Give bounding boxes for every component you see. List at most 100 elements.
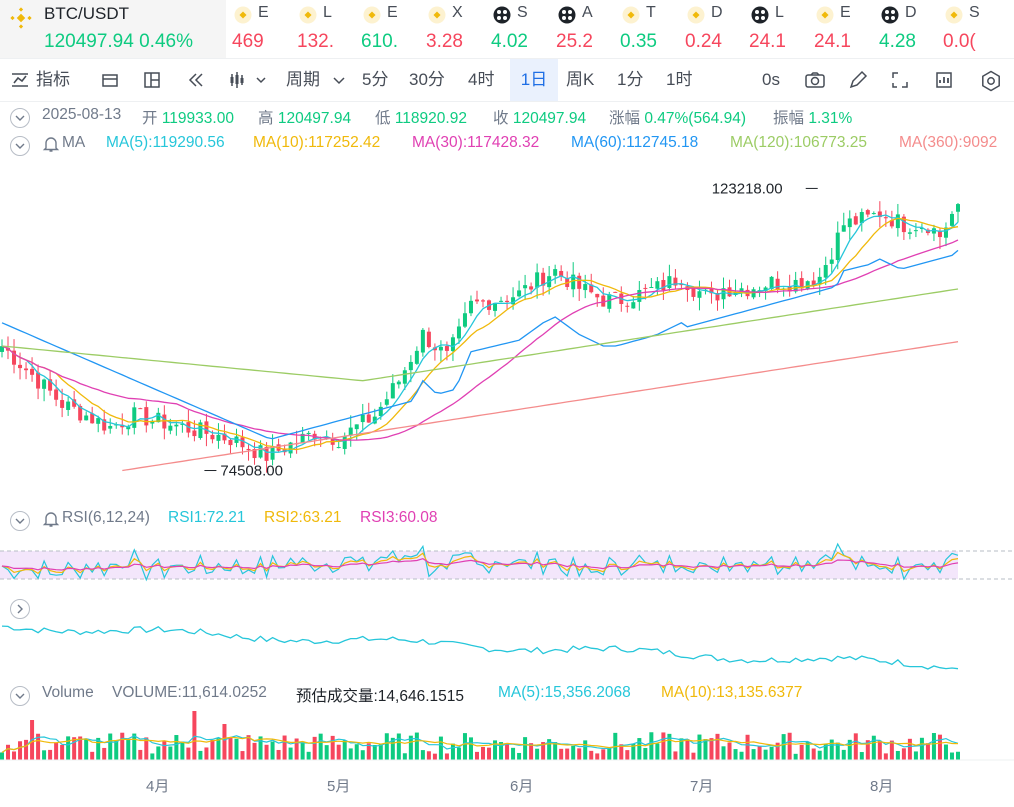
collapse-toggle[interactable]: [10, 686, 30, 706]
volume-bar: [715, 733, 720, 760]
interval-tab[interactable]: 4时: [468, 70, 495, 89]
volume-bar: [120, 732, 125, 760]
volume-bar: [222, 724, 227, 760]
candle-body: [865, 210, 870, 215]
volume-value: VOLUME:11,614.0252: [112, 684, 267, 701]
candle-body: [661, 280, 666, 291]
rsi1-value: RSI1:72.21: [168, 509, 246, 526]
ma30-line: [1, 239, 959, 441]
ticker-item[interactable]: X 3.28: [420, 0, 486, 58]
alpha-icon: [881, 6, 899, 29]
indicators-button[interactable]: 指标: [10, 59, 70, 101]
ma5-line: [1, 214, 959, 453]
volume-bar: [625, 750, 630, 760]
candle-body: [949, 213, 954, 226]
candle-body: [264, 446, 269, 461]
ticker-item[interactable]: E 610.: [355, 0, 421, 58]
volume-bar: [54, 742, 59, 760]
candle-body: [943, 227, 948, 238]
candle-body: [763, 287, 768, 291]
volume-bar: [342, 740, 347, 760]
candle-body: [595, 293, 600, 298]
volume-bar: [787, 732, 792, 760]
volume-bar: [372, 744, 377, 760]
volume-bar: [649, 732, 654, 760]
rsi3-value: RSI3:60.08: [360, 509, 438, 526]
volume-bar: [0, 752, 4, 760]
volume-bar: [474, 751, 479, 760]
ma30-value: MA(30):117428.32: [412, 134, 540, 151]
ticker-item[interactable]: L 24.1: [743, 0, 809, 58]
volume-bar: [487, 747, 492, 760]
volume-bar: [24, 739, 29, 760]
collapse-toggle[interactable]: [10, 136, 30, 156]
volume-bar: [264, 744, 269, 760]
ticker-item[interactable]: S 0.0(: [937, 0, 1003, 58]
ma10-value: MA(10):117252.42: [253, 134, 381, 151]
volume-bar: [877, 740, 882, 760]
volume-bar: [420, 750, 425, 760]
ticker-price: 25.2: [556, 31, 593, 52]
ticker-price: 0.24: [685, 31, 722, 52]
volume-bar: [601, 749, 606, 760]
ticker-item[interactable]: E 24.1: [808, 0, 874, 58]
refresh-rate[interactable]: 0s: [762, 70, 780, 89]
ticker-item[interactable]: A 25.2: [550, 0, 616, 58]
collapse-toggle[interactable]: [10, 108, 30, 128]
ticker-item[interactable]: E 469: [226, 0, 292, 58]
period-dropdown[interactable]: 周期: [286, 59, 345, 101]
volume-bar: [414, 732, 419, 760]
candle-body: [102, 419, 107, 431]
volume-bar: [66, 736, 71, 760]
ticker-item[interactable]: L 132.: [291, 0, 357, 58]
ticker-price: 469: [232, 31, 264, 52]
volume-bar: [258, 736, 263, 760]
ticker-item[interactable]: D 0.24: [679, 0, 745, 58]
candle-body: [859, 212, 864, 224]
current-symbol[interactable]: BTC/USDT 120497.94 0.46%: [0, 0, 226, 58]
x-axis-tick: 5月: [327, 778, 351, 795]
volume-bar: [114, 739, 119, 760]
ticker-item[interactable]: S 4.02: [485, 0, 551, 58]
volume-bar: [402, 753, 407, 760]
candle-body: [252, 449, 257, 459]
candle-body: [378, 406, 383, 417]
volume-bar: [306, 751, 311, 760]
x-axis-tick: 6月: [510, 778, 534, 795]
volume-bar: [751, 749, 756, 760]
ticker-bar: BTC/USDT 120497.94 0.46% E 469 L 132. E 610. X…: [0, 0, 1014, 59]
ticker-item[interactable]: T 0.35: [614, 0, 680, 58]
volume-bar: [799, 744, 804, 760]
candle-body: [426, 331, 431, 348]
interval-tab[interactable]: 1日: [510, 59, 558, 101]
interval-tab[interactable]: 5分: [362, 70, 389, 89]
bell-icon[interactable]: [42, 510, 60, 531]
volume-bar: [90, 751, 95, 760]
volume-bar: [517, 752, 522, 760]
interval-tab[interactable]: 1分: [617, 70, 644, 89]
volume-bar: [583, 740, 588, 760]
interval-tab[interactable]: 周K: [566, 70, 595, 89]
collapse-toggle[interactable]: [10, 511, 30, 531]
volume-bar: [673, 751, 678, 760]
volume-bar: [811, 748, 816, 760]
interval-tab[interactable]: 1时: [666, 70, 693, 89]
volume-bar: [817, 750, 822, 760]
interval-tab[interactable]: 30分: [409, 70, 445, 89]
volume-bar: [156, 746, 161, 760]
ticker-item[interactable]: D 4.28: [873, 0, 939, 58]
volume-bar: [565, 748, 570, 760]
rsi2-value: RSI2:63.21: [264, 509, 342, 526]
bell-icon[interactable]: [42, 135, 60, 156]
candle-body: [174, 424, 179, 427]
volume-bar: [216, 738, 221, 760]
candle-body: [535, 272, 540, 288]
volume-bar: [282, 735, 287, 760]
binance-coin-icon: [10, 7, 32, 34]
candle-body: [769, 276, 774, 289]
high-annotation: 123218.00: [712, 180, 783, 197]
candle-body: [42, 379, 47, 389]
expand-toggle[interactable]: [10, 599, 30, 619]
candle-body: [649, 287, 654, 289]
